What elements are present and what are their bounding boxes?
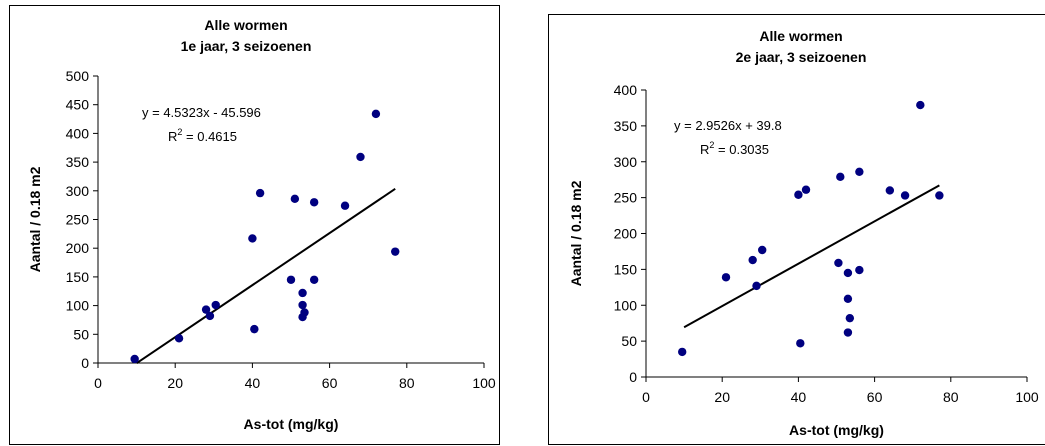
data-point [309,275,319,284]
x-tick-label: 20 [167,375,183,391]
x-tick-label: 0 [94,375,102,391]
y-tick-label: 0 [629,369,637,385]
chart-canvas-year-1: Alle wormen 1e jaar, 3 seizoenen 0 50 100 150… [27,17,496,432]
x-tick-label: 100 [472,375,496,391]
y-tick-label: 400 [66,125,90,141]
data-point [255,188,265,198]
trendline-equation: y = 2.9526x + 39.8 [674,118,782,133]
x-tick-label: 40 [245,375,261,391]
data-point [211,300,220,310]
data-point [286,275,296,284]
data-point [855,265,864,275]
y-axis-title: Aantal / 0.18 m2 [568,180,584,286]
y-tick-label: 450 [66,97,90,113]
r-squared-superscript: 2 [709,140,714,150]
data-point [935,191,944,200]
y-tick-label: 300 [66,183,90,199]
y-tick-label: 50 [73,326,89,342]
data-point [845,313,855,323]
data-point [916,100,925,110]
data-point [836,172,845,182]
chart-title: Alle wormen [204,17,287,33]
data-point [843,328,853,337]
data-point [130,354,139,364]
chart-title: Alle wormen [759,28,842,44]
r-squared-label: R2 = 0.3035 [700,140,769,157]
data-point [721,273,731,282]
r-squared-label: R2 = 0.4615 [168,127,237,144]
y-tick-label: 100 [66,298,90,314]
y-tick-label: 250 [614,190,638,206]
data-point [356,152,365,162]
data-point [885,186,895,195]
x-tick-label: 60 [867,389,883,405]
y-tick-label: 50 [621,333,637,349]
r-squared-value: = 0.3035 [714,142,769,157]
y-tick-label: 0 [81,355,89,371]
data-point [843,294,853,303]
data-point [174,334,184,343]
y-tick-label: 150 [614,261,638,277]
trendline [136,188,396,364]
data-point [855,167,864,176]
data-point [290,194,300,204]
chart-canvas-year-2: Alle wormen 2e jaar, 3 seizoenen 0 50 100 150… [568,28,1039,438]
data-point [248,234,257,243]
data-point [801,185,811,194]
chart-subtitle: 1e jaar, 3 seizoenen [181,38,312,54]
y-tick-label: 200 [614,226,638,242]
chart-subtitle: 2e jaar, 3 seizoenen [736,49,867,65]
data-point [250,324,259,334]
y-tick-label: 100 [614,297,638,313]
data-point [677,347,687,357]
data-point [340,201,350,210]
y-tick-label: 150 [66,269,90,285]
data-point [752,281,761,291]
r-squared-value: = 0.4615 [182,129,237,144]
data-point [309,198,319,207]
y-tick-label: 350 [66,154,90,170]
y-tick-label: 250 [66,212,90,228]
data-point [796,339,805,348]
data-point [794,190,803,199]
data-point [300,308,309,317]
data-point [748,255,757,265]
y-tick-label: 300 [614,154,638,170]
y-tick-label: 350 [614,118,638,134]
y-tick-label: 200 [66,240,90,256]
x-tick-label: 100 [1015,389,1039,405]
y-axis-title: Aantal / 0.18 m2 [27,166,43,272]
data-point [843,268,853,278]
data-point [298,300,307,310]
scatter-chart-year-1: Alle wormen 1e jaar, 3 seizoenen 0 50 100 150… [9,5,500,445]
r-squared-superscript: 2 [177,127,182,137]
x-tick-label: 0 [642,389,650,405]
x-tick-label: 40 [791,389,807,405]
x-axis-title: As-tot (mg/kg) [244,416,339,432]
data-point [201,305,211,314]
x-tick-label: 20 [714,389,730,405]
data-point [834,258,843,268]
data-point [371,109,381,119]
r-squared-symbol: R [700,142,709,157]
x-tick-label: 60 [322,375,338,391]
scatter-chart-year-2: Alle wormen 2e jaar, 3 seizoenen 0 50 100 150… [548,14,1045,445]
r-squared-symbol: R [168,129,177,144]
data-point [391,247,400,256]
x-tick-label: 80 [399,375,415,391]
trendline-equation: y = 4.5323x - 45.596 [142,105,261,120]
y-tick-label: 500 [66,68,90,84]
trendline [683,184,940,329]
y-tick-label: 400 [614,82,638,98]
data-point [758,245,767,255]
data-point [900,191,910,200]
data-point [205,311,215,321]
x-tick-label: 80 [943,389,959,405]
x-axis-title: As-tot (mg/kg) [789,422,884,438]
data-point [298,288,307,298]
